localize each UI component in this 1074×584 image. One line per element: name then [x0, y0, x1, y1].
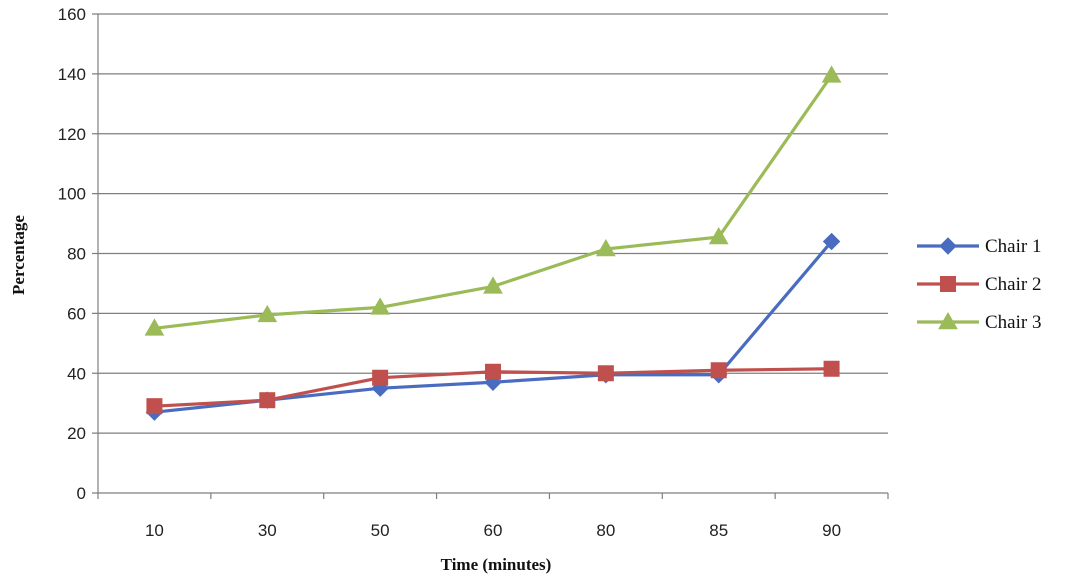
data-point	[372, 369, 389, 386]
series-lines	[144, 65, 842, 421]
legend-marker	[940, 276, 956, 292]
y-tick-label: 160	[58, 5, 86, 24]
data-point	[595, 239, 616, 257]
data-point	[822, 232, 841, 251]
y-tick-label: 80	[67, 245, 86, 264]
y-tick-label: 60	[67, 304, 86, 323]
data-point	[483, 276, 503, 294]
legend-label: Chair 2	[985, 274, 1041, 295]
x-tick-label: 10	[145, 521, 164, 540]
data-point	[257, 304, 278, 323]
legend-marker	[939, 237, 957, 255]
x-tick-label: 85	[709, 521, 728, 540]
series-chair-2	[146, 360, 840, 415]
data-point	[710, 362, 727, 379]
y-tick-label: 0	[77, 484, 86, 503]
x-axis-title: Time (minutes)	[441, 555, 552, 574]
legend-marker	[938, 311, 958, 330]
y-tick-label: 40	[67, 364, 86, 383]
y-tick-label: 100	[58, 185, 86, 204]
x-tick-label: 90	[822, 521, 841, 540]
x-tick-label: 60	[484, 521, 503, 540]
series-chair-1	[145, 232, 841, 421]
legend-label: Chair 1	[985, 236, 1041, 257]
data-point	[370, 297, 391, 315]
legend-label: Chair 3	[985, 312, 1041, 333]
x-tick-label: 80	[596, 521, 615, 540]
data-point	[259, 392, 276, 409]
y-axis-title: Percentage	[9, 215, 28, 295]
legend: Chair 1 Chair 2 Chair 3	[917, 236, 1041, 333]
legend-item: Chair 1	[917, 236, 1041, 257]
series-chair-3	[144, 65, 842, 336]
y-tick-label: 140	[58, 65, 86, 84]
gridlines	[92, 13, 888, 494]
y-tick-label: 120	[58, 125, 86, 144]
data-point	[144, 318, 165, 336]
data-point	[823, 360, 840, 377]
data-point	[708, 227, 729, 245]
x-tick-label: 50	[371, 521, 390, 540]
x-tick-label: 30	[258, 521, 277, 540]
data-point	[597, 365, 614, 382]
data-point	[146, 398, 163, 415]
axes: 0 20 40 60 80 100 120 140 160 10 30 50 60 80 85 90	[58, 5, 889, 540]
data-point	[485, 363, 501, 380]
legend-item: Chair 2	[917, 274, 1041, 295]
data-point	[821, 65, 842, 83]
y-tick-label: 20	[67, 424, 86, 443]
legend-item: Chair 3	[917, 311, 1041, 333]
